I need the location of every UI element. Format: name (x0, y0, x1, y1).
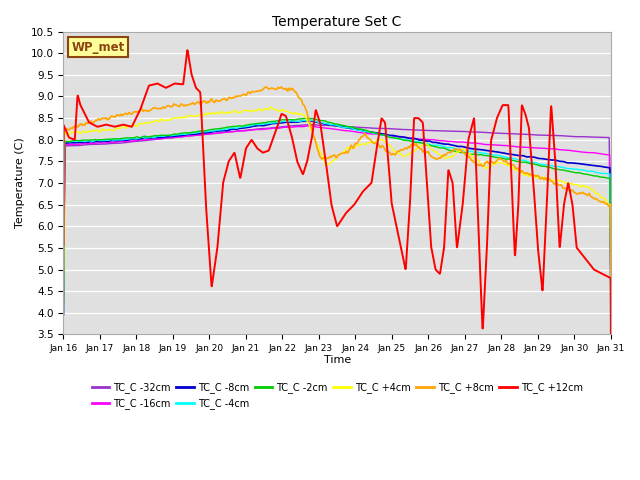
TC_C -16cm (607, 290, 614, 296)
TC_C -8cm (607, 292, 614, 298)
TC_C +12cm (600, 271, 607, 277)
TC_C -16cm (371, 131, 378, 137)
Line: TC_C +8cm: TC_C +8cm (63, 87, 611, 318)
TC_C +4cm (607, 296, 614, 301)
TC_C -16cm (307, 123, 314, 129)
TC_C -4cm (607, 296, 614, 302)
TC_C -2cm (301, 116, 309, 121)
TC_C +4cm (232, 108, 240, 114)
X-axis label: Time: Time (323, 355, 351, 364)
TC_C +8cm (371, 140, 378, 146)
Legend: TC_C -32cm, TC_C -16cm, TC_C -8cm, TC_C -4cm, TC_C -2cm, TC_C +4cm, TC_C +8cm, T: TC_C -32cm, TC_C -16cm, TC_C -8cm, TC_C … (88, 379, 587, 413)
TC_C +8cm (607, 315, 614, 321)
TC_C -32cm (232, 128, 240, 134)
Line: TC_C -16cm: TC_C -16cm (63, 126, 611, 315)
TC_C +8cm (262, 84, 270, 90)
TC_C -16cm (600, 151, 607, 157)
TC_C +4cm (371, 140, 378, 145)
TC_C -4cm (600, 170, 607, 176)
TC_C -16cm (502, 143, 510, 148)
Line: TC_C -4cm: TC_C -4cm (63, 120, 611, 314)
TC_C +12cm (533, 231, 541, 237)
TC_C -8cm (232, 126, 240, 132)
Line: TC_C -8cm: TC_C -8cm (63, 121, 611, 314)
TC_C -32cm (60, 302, 67, 308)
Line: TC_C +12cm: TC_C +12cm (63, 50, 611, 335)
TC_C -2cm (600, 174, 607, 180)
TC_C -8cm (371, 130, 378, 135)
TC_C -2cm (502, 156, 510, 162)
TC_C -32cm (502, 131, 510, 136)
TC_C -8cm (114, 138, 122, 144)
TC_C -8cm (600, 164, 607, 170)
TC_C -8cm (502, 151, 510, 156)
TC_C +8cm (502, 158, 510, 164)
TC_C +12cm (60, 242, 67, 248)
TC_C -32cm (533, 132, 541, 138)
TC_C -16cm (533, 145, 541, 151)
TC_C -32cm (600, 134, 607, 140)
TC_C -16cm (60, 312, 67, 318)
Y-axis label: Temperature (C): Temperature (C) (15, 138, 25, 228)
TC_C +4cm (60, 306, 67, 312)
TC_C +8cm (114, 113, 122, 119)
TC_C +12cm (607, 332, 614, 337)
TC_C -4cm (502, 155, 510, 160)
TC_C -32cm (114, 141, 122, 146)
TC_C -2cm (533, 162, 541, 168)
TC_C +12cm (184, 48, 191, 53)
TC_C -4cm (60, 311, 67, 317)
Line: TC_C -2cm: TC_C -2cm (63, 119, 611, 313)
TC_C -4cm (371, 131, 378, 136)
Line: TC_C -32cm: TC_C -32cm (63, 124, 611, 305)
TC_C +4cm (267, 104, 275, 110)
TC_C -4cm (533, 160, 541, 166)
TC_C -32cm (607, 297, 614, 303)
TC_C +12cm (114, 123, 122, 129)
TC_C +4cm (114, 126, 122, 132)
TC_C -2cm (607, 299, 614, 304)
TC_C -8cm (60, 312, 67, 317)
TC_C +12cm (232, 158, 240, 164)
TC_C +4cm (600, 195, 607, 201)
TC_C -4cm (232, 125, 240, 131)
TC_C -32cm (371, 125, 378, 131)
Text: WP_met: WP_met (72, 41, 125, 54)
TC_C +12cm (502, 102, 510, 108)
TC_C -2cm (232, 123, 240, 129)
TC_C -2cm (114, 136, 122, 142)
Line: TC_C +4cm: TC_C +4cm (63, 107, 611, 309)
TC_C -16cm (232, 128, 240, 134)
TC_C +8cm (60, 270, 67, 276)
TC_C -2cm (60, 311, 67, 316)
TC_C -2cm (371, 130, 378, 135)
TC_C -32cm (307, 121, 314, 127)
TC_C +4cm (533, 175, 541, 180)
TC_C +12cm (371, 163, 378, 168)
TC_C +8cm (533, 173, 541, 179)
TC_C +4cm (502, 161, 510, 167)
TC_C +8cm (232, 94, 240, 99)
TC_C -4cm (114, 137, 122, 143)
TC_C -8cm (533, 155, 541, 161)
TC_C -4cm (307, 117, 315, 123)
TC_C -16cm (114, 139, 122, 144)
Title: Temperature Set C: Temperature Set C (273, 15, 402, 29)
TC_C +8cm (600, 199, 607, 204)
TC_C -8cm (307, 118, 314, 124)
